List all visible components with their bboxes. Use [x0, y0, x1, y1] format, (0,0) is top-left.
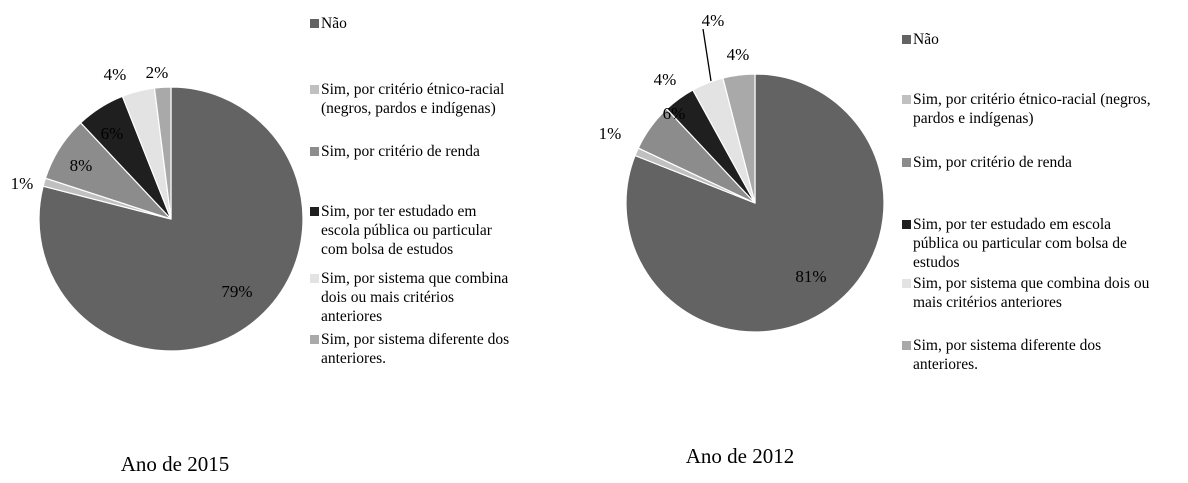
legend-label: Sim, por ter estudado em escola	[913, 216, 1111, 233]
legend-label: com bolsa de estudos	[321, 241, 453, 258]
legend-label: anteriores	[321, 308, 382, 325]
chart-caption: Ano de 2012	[686, 444, 795, 468]
legend-label: Sim, por critério étnico-racial	[321, 81, 504, 98]
legend-entry: Sim, por critério étnico-racial (negros,…	[902, 91, 1151, 127]
legend-label: (negros, pardos e indígenas)	[321, 100, 496, 117]
legend-swatch	[902, 279, 911, 288]
legend-entry: Sim, por sistema que combina dois ou mais…	[902, 275, 1150, 311]
legend-entry: Não	[902, 31, 939, 48]
legend-entry: Não	[310, 15, 347, 32]
legend-label: anteriores.	[913, 356, 978, 373]
legend-entry: Sim, por ter estudado em escola pública o…	[310, 203, 493, 258]
legend-swatch	[310, 335, 319, 344]
data-label: 4%	[654, 70, 677, 89]
legend-label: Sim, por sistema que combina dois ou	[913, 275, 1150, 292]
data-label: 8%	[70, 156, 93, 175]
data-label: 2%	[146, 63, 169, 82]
pie-slice-sim-por-sistema-diferente-dos-anteriores	[722, 73, 756, 204]
legend-swatch	[902, 95, 911, 104]
legend-swatch	[310, 274, 319, 283]
legend-label: Não	[913, 31, 939, 48]
data-label: 81%	[795, 267, 826, 286]
legend-label: Sim, por critério de renda	[913, 154, 1072, 171]
leader-line	[702, 28, 712, 82]
legend-label: pública ou particular com bolsa de	[913, 235, 1127, 252]
pie-chart-2015: 79% 1% 8% 6% 4% 2% Não Sim, por critério étnic…	[11, 15, 509, 476]
legend-label: Sim, por sistema diferente dos	[321, 331, 509, 348]
pie-data-labels: 79% 1% 8% 6% 4% 2%	[11, 63, 253, 301]
legend-label: escola pública ou particular	[321, 222, 493, 239]
data-label: 79%	[221, 282, 252, 301]
legend-label: Sim, por sistema diferente dos	[913, 337, 1101, 354]
legend-label: mais critérios anteriores	[913, 294, 1062, 311]
pie-data-labels: 81%1%6%4%4%4%	[599, 11, 827, 286]
legend-label: Sim, por sistema que combina	[321, 270, 508, 287]
data-label: 4%	[727, 45, 750, 64]
legend-entry: Sim, por sistema diferente dos anteriores…	[902, 337, 1101, 373]
data-label: 1%	[11, 174, 34, 193]
legend-label: anteriores.	[321, 350, 386, 367]
legend-swatch	[310, 147, 319, 156]
pie-slices	[625, 73, 885, 333]
legend-swatch	[310, 85, 319, 94]
legend-label: pardos e indígenas)	[913, 110, 1034, 127]
data-label: 4%	[104, 65, 127, 84]
legend-swatch	[310, 207, 319, 216]
data-label: 6%	[101, 124, 124, 143]
legend-label: Sim, por critério étnico-racial (negros,	[913, 91, 1151, 108]
legend-entry: Sim, por sistema diferente dos anteriores…	[310, 331, 509, 367]
pie-slices	[38, 86, 304, 352]
data-label: 4%	[702, 11, 725, 30]
legend-entry: Sim, por critério étnico-racial (negros, …	[310, 81, 504, 117]
legend-label: estudos	[913, 254, 960, 271]
legend: Não Sim, por critério étnico-racial (negro…	[310, 15, 509, 367]
legend-swatch	[902, 158, 911, 167]
legend-label: Sim, por ter estudado em	[321, 203, 476, 220]
legend-swatch	[902, 341, 911, 350]
legend-entry: Sim, por critério de renda	[310, 143, 480, 160]
chart-caption: Ano de 2015	[121, 452, 230, 476]
legend-entry: Sim, por sistema que combina dois ou mais…	[310, 270, 508, 325]
legend-label: Não	[321, 15, 347, 32]
data-label: 6%	[663, 104, 686, 123]
legend-label: dois ou mais critérios	[321, 289, 454, 306]
data-label: 1%	[599, 124, 622, 143]
legend-entry: Sim, por critério de renda	[902, 154, 1072, 171]
legend-label: Sim, por critério de renda	[321, 143, 480, 160]
legend-entry: Sim, por ter estudado em escola pública o…	[902, 216, 1127, 271]
legend: Não Sim, por critério étnico-racial (negr…	[902, 31, 1151, 373]
legend-swatch	[902, 35, 911, 44]
legend-swatch	[310, 19, 319, 28]
pie-slice-sim-por-sistema-diferente-dos-anteriores	[153, 86, 172, 220]
legend-swatch	[902, 220, 911, 229]
